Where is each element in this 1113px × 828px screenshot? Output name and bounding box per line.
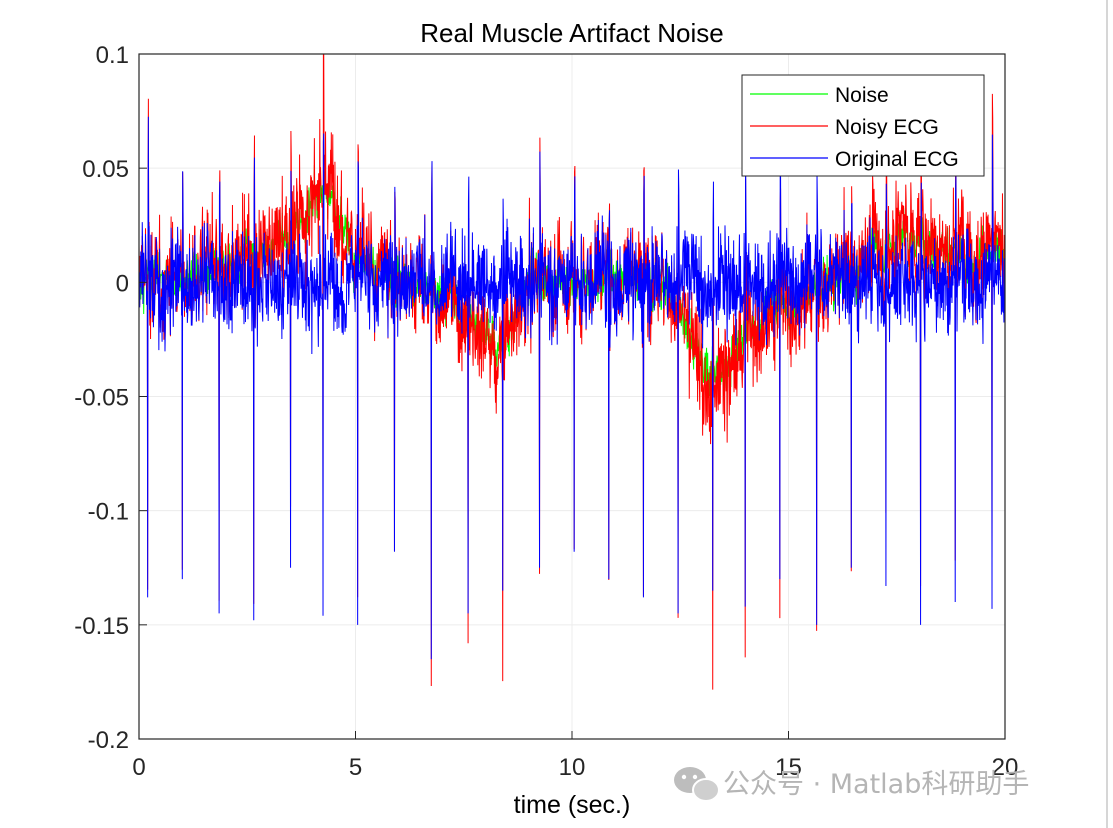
y-tick-label: 0.05 (82, 156, 129, 183)
legend-label-noisy-ecg: Noisy ECG (835, 116, 939, 139)
y-tick-label: 0 (116, 270, 129, 297)
x-tick-label: 15 (775, 754, 802, 781)
y-tick-label: -0.05 (74, 385, 129, 412)
legend-label-original-ecg: Original ECG (835, 148, 959, 171)
axis-ticks: 0 5 10 15 20 0.1 0.05 0 -0.05 -0.1 -0.15 -0.2 (74, 42, 1018, 781)
legend: Noise Noisy ECG Original ECG (741, 74, 985, 177)
y-tick-label: -0.2 (88, 727, 129, 754)
legend-label-noise: Noise (835, 84, 889, 107)
watermark-text: 公众号 · Matlab科研助手 (723, 769, 1029, 800)
x-axis-label: time (sec.) (514, 791, 631, 819)
wechat-icon (674, 767, 720, 802)
series-line-original-ecg (138, 116, 1006, 660)
right-edge-bar (1106, 0, 1108, 828)
x-tick-label: 0 (132, 754, 145, 781)
x-tick-label: 20 (992, 754, 1019, 781)
x-tick-label: 5 (349, 754, 362, 781)
watermark: 公众号 · Matlab科研助手 (674, 767, 1029, 802)
chart-title: Real Muscle Artifact Noise (420, 18, 723, 48)
y-tick-label: -0.15 (74, 613, 129, 640)
y-tick-label: 0.1 (96, 42, 129, 69)
x-tick-label: 10 (559, 754, 586, 781)
y-tick-label: -0.1 (88, 499, 129, 526)
plot-traces (138, 53, 1006, 690)
